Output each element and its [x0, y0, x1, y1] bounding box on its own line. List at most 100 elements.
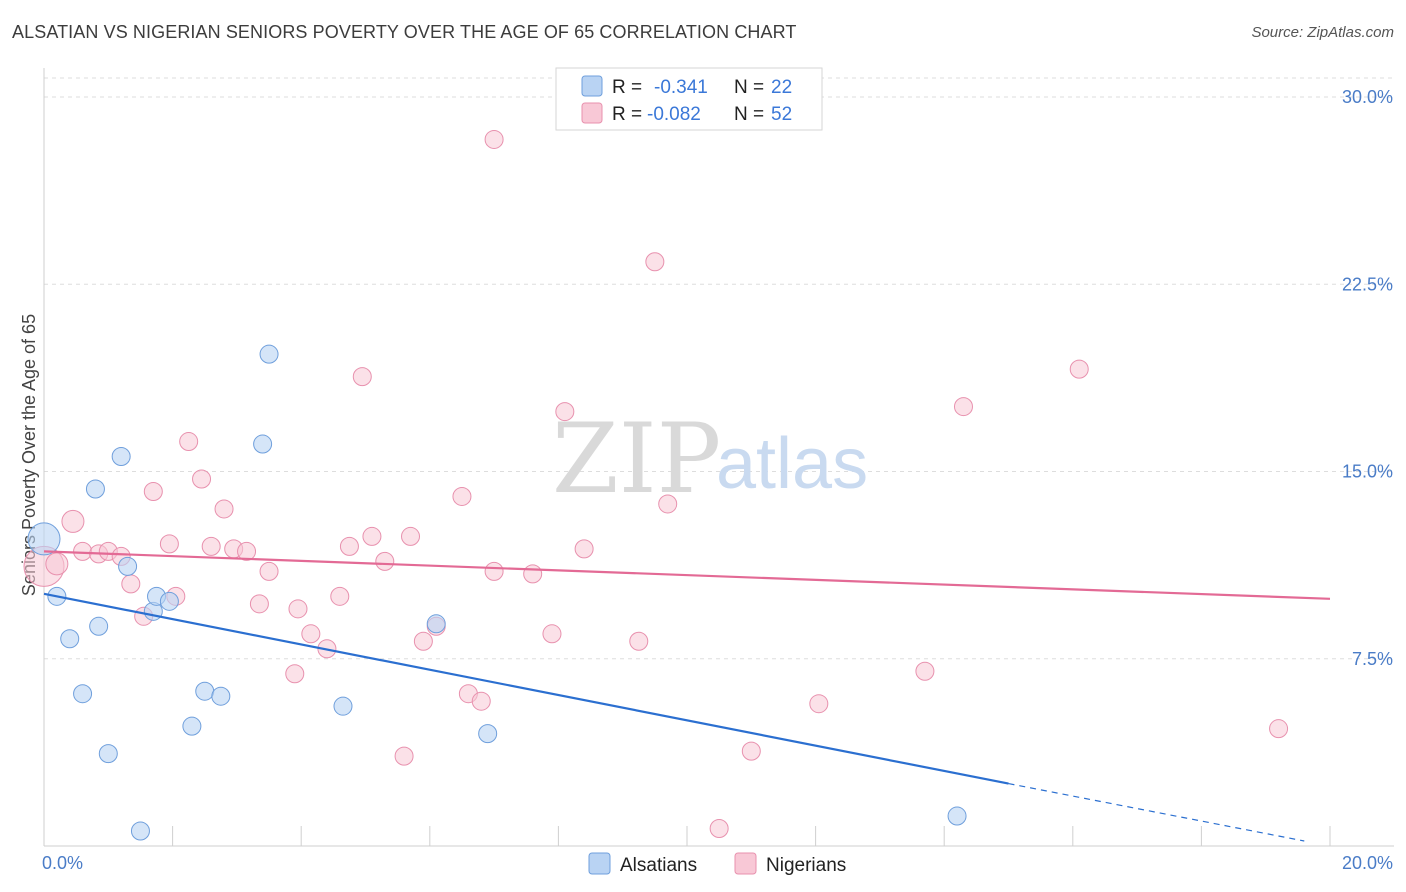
nigerians-point [352, 367, 372, 387]
alsatians-points [27, 344, 967, 841]
nigerians-point [394, 746, 414, 766]
nigerians-point [288, 599, 308, 619]
y-tick-label: 7.5% [1352, 649, 1393, 669]
nigerians-point [809, 694, 829, 714]
nigerians-point [330, 586, 350, 606]
nigerians-point [953, 397, 973, 417]
legend-n-label-1: N = [734, 77, 764, 98]
alsatians-point [253, 434, 273, 454]
nigerians-point [285, 664, 305, 684]
chart-title: ALSATIAN VS NIGERIAN SENIORS POVERTY OVE… [12, 22, 797, 42]
nigerians-point [143, 481, 163, 501]
legend-swatch-alsatians [581, 75, 603, 97]
nigerians-point [471, 691, 491, 711]
y-axis-label: Seniors Poverty Over the Age of 65 [19, 314, 39, 596]
nigerians-point [121, 574, 141, 594]
nigerians-point [73, 541, 93, 561]
nigerians-point [741, 741, 761, 761]
legend-swatch-nigerians [581, 102, 603, 124]
x-tick-label: 0.0% [42, 853, 83, 873]
nigerians-point [45, 552, 69, 576]
nigerians-point [301, 624, 321, 644]
alsatians-point [111, 447, 131, 467]
alsatians-point [182, 716, 202, 736]
nigerians-point [709, 819, 729, 839]
nigerians-point [658, 494, 678, 514]
nigerians-point [915, 661, 935, 681]
alsatians-trend-extension [1008, 782, 1305, 842]
nigerians-point [1069, 359, 1089, 379]
nigerians-point [237, 541, 257, 561]
nigerians-point [484, 561, 504, 581]
nigerians-point [249, 594, 269, 614]
legend-r-value-1: -0.341 [654, 77, 708, 98]
axes [43, 68, 1394, 847]
bottom-legend: Alsatians Nigerians [588, 852, 846, 876]
legend-n-value-1: 22 [771, 77, 792, 98]
watermark-zip: ZIP [552, 403, 721, 515]
alsatians-point [478, 724, 498, 744]
nigerians-point [574, 539, 594, 559]
bottom-legend-swatch-nigerians [734, 852, 757, 875]
legend: R = -0.341 N = 22 R = -0.082 N = 52 [555, 67, 823, 131]
alsatians-point [85, 479, 105, 499]
trend-lines [43, 550, 1331, 842]
nigerians-point [401, 526, 421, 546]
x-tick-label: 20.0% [1342, 853, 1393, 873]
nigerians-point [61, 509, 85, 533]
watermark-atlas: atlas [716, 424, 868, 504]
alsatians-point [195, 681, 215, 701]
legend-r-label-2: R = [612, 104, 642, 125]
alsatians-point [27, 522, 61, 556]
y-tick-label: 30.0% [1342, 87, 1393, 107]
bottom-legend-swatch-alsatians [588, 852, 611, 875]
alsatians-point [947, 806, 967, 826]
nigerians-point [375, 551, 395, 571]
legend-r-label-1: R = [612, 77, 642, 98]
nigerians-points [23, 129, 1289, 839]
nigerians-point [484, 129, 504, 149]
nigerians-point [362, 526, 382, 546]
nigerians-point [214, 499, 234, 519]
legend-n-label-2: N = [734, 104, 764, 125]
alsatians-point [89, 616, 109, 636]
alsatians-point [60, 629, 80, 649]
y-tick-label: 15.0% [1342, 462, 1393, 482]
watermark: ZIP atlas [552, 403, 868, 515]
nigerians-point [192, 469, 212, 489]
legend-n-value-2: 52 [771, 104, 792, 125]
nigerians-point [159, 534, 179, 554]
bottom-legend-label-nigerians: Nigerians [766, 855, 846, 876]
alsatians-point [333, 696, 353, 716]
nigerians-point [201, 536, 221, 556]
alsatians-point [130, 821, 150, 841]
alsatians-point [211, 686, 231, 706]
source-note: Source: ZipAtlas.com [1251, 24, 1394, 41]
y-tick-labels: 7.5% 15.0% 22.5% 30.0% [1342, 87, 1393, 669]
nigerians-point [413, 631, 433, 651]
nigerians-trend-line [43, 550, 1331, 600]
alsatians-point [73, 684, 93, 704]
nigerians-point [523, 564, 543, 584]
nigerians-point [542, 624, 562, 644]
nigerians-point [452, 486, 472, 506]
nigerians-point [179, 432, 199, 452]
nigerians-point [1269, 719, 1289, 739]
x-tick-labels: 0.0% 20.0% [42, 853, 1393, 873]
grid-lines [44, 77, 1394, 660]
alsatians-point [159, 591, 179, 611]
nigerians-point [555, 402, 575, 422]
nigerians-point [339, 536, 359, 556]
alsatians-point [118, 556, 138, 576]
nigerians-point [645, 252, 665, 272]
nigerians-point [259, 561, 279, 581]
alsatians-point [259, 344, 279, 364]
alsatians-trend-line [43, 592, 1009, 785]
y-tick-label: 22.5% [1342, 274, 1393, 294]
nigerians-point [629, 631, 649, 651]
legend-r-value-2: -0.082 [647, 104, 701, 125]
alsatians-point [98, 744, 118, 764]
alsatians-point [426, 614, 446, 634]
bottom-legend-label-alsatians: Alsatians [620, 855, 697, 876]
